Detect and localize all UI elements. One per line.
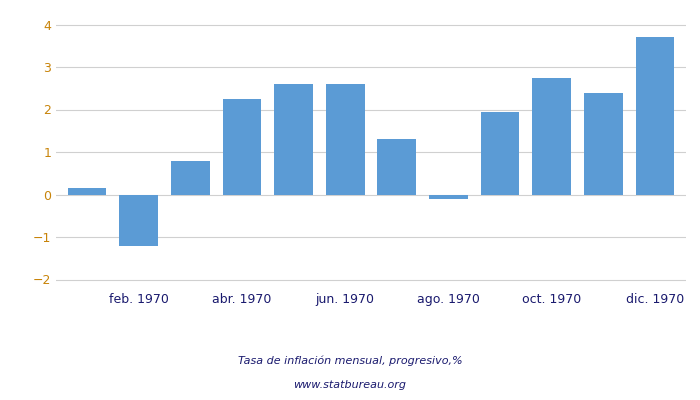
Bar xyxy=(119,194,158,246)
Bar xyxy=(636,37,674,194)
Bar xyxy=(274,84,313,194)
Bar xyxy=(429,194,468,199)
Bar xyxy=(171,160,209,194)
Bar xyxy=(533,78,571,194)
Text: www.statbureau.org: www.statbureau.org xyxy=(293,380,407,390)
Bar xyxy=(223,99,261,194)
Bar xyxy=(584,92,623,194)
Text: Tasa de inflación mensual, progresivo,%: Tasa de inflación mensual, progresivo,% xyxy=(238,356,462,366)
Bar xyxy=(68,188,106,194)
Bar xyxy=(377,139,416,194)
Bar xyxy=(326,84,365,194)
Bar xyxy=(481,112,519,194)
